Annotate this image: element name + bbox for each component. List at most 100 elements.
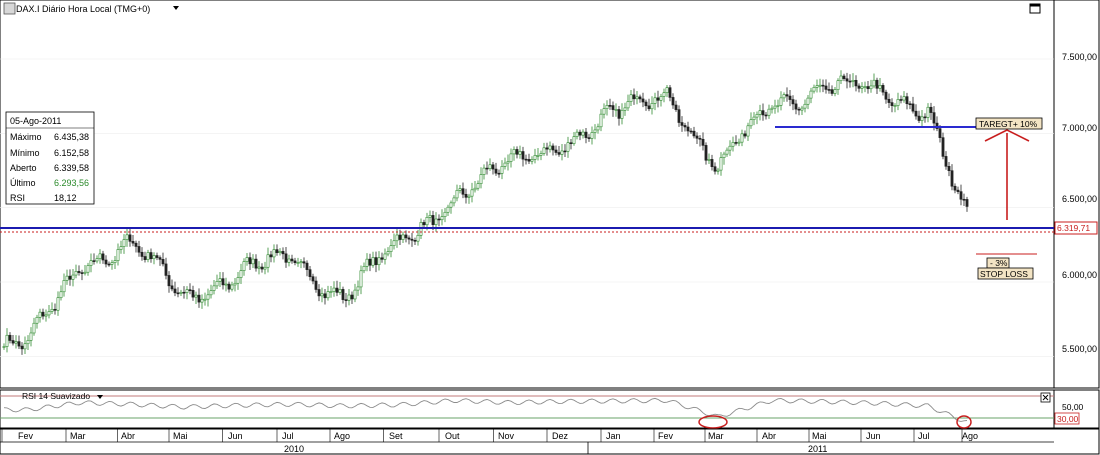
candle [284,247,288,268]
candle-body [266,254,270,268]
stop-loss-label: STOP LOSS [980,269,1028,279]
candle-body [824,85,828,90]
candle-body [494,168,498,174]
candle-body [608,105,612,107]
candle-body [11,340,15,344]
candle-body [242,261,246,271]
candle-body [50,308,54,312]
candle [734,135,738,146]
candle [194,291,198,304]
candle-body [542,147,546,154]
candle-body [881,85,885,93]
candle-body [722,153,726,158]
candle-body [902,96,906,101]
month-label: Set [389,431,403,441]
candle [260,263,264,273]
candle [866,80,870,94]
current-price-tag: 6.319,71 [1054,221,1098,235]
close-icon[interactable] [1040,392,1051,403]
candle-body [137,246,141,253]
candle-body [617,109,621,119]
info-value: 6.152,58 [54,148,89,158]
candle [767,104,771,119]
candle-body [788,95,792,100]
candle-body [128,234,132,242]
candle [926,103,930,123]
candle [851,73,855,88]
candle-body [656,97,660,101]
rsi-oversold-marker [698,415,728,429]
caret-down-icon[interactable] [173,6,179,10]
candle [599,109,603,132]
chart-header: DAX.I Diário Hora Local (TMG+0) [3,2,1041,15]
candle [8,332,12,344]
candle [317,284,321,302]
candle [524,154,528,165]
candle-body [302,261,306,264]
candle-body [446,206,450,213]
candle [470,182,474,203]
candle-body [584,131,588,138]
candle [521,146,525,167]
candle [833,86,837,97]
candle-body [140,251,144,257]
info-label: Mínimo [10,148,40,158]
candle-body [689,130,693,133]
candle-body [791,99,795,105]
candle [587,134,591,142]
candle [185,286,189,300]
price-panel[interactable] [0,0,1055,389]
candle [887,93,891,109]
candle-body [761,110,765,116]
candle-body [638,96,642,100]
candle [791,95,795,111]
candle [461,182,465,199]
candle-body [251,258,255,265]
candle [62,273,66,297]
candle-body [932,112,936,124]
candle-body [404,234,408,239]
month-label: Fev [18,431,34,441]
candle-body [92,260,96,262]
candle [236,272,240,290]
candle [452,195,456,207]
candle-body [602,108,606,115]
candle [119,240,123,254]
caret-down-icon[interactable] [97,395,103,399]
candle-body [698,137,702,140]
candle [164,257,168,280]
candle-body [218,278,222,282]
candle-body [320,293,324,297]
candle [269,250,273,263]
candle-body [956,189,960,192]
candle [563,144,567,157]
candle [596,123,600,134]
candle-body [842,75,846,80]
chart-window-icon[interactable] [3,2,16,15]
candle-body [803,103,807,109]
candlestick-series [2,70,969,355]
candle [383,248,387,265]
candle [845,72,849,89]
candle-body [959,191,963,200]
candle-body [746,125,750,137]
candle [95,255,99,264]
candle-body [800,107,804,111]
candle-body [692,130,696,137]
candle-body [437,218,441,221]
candle-body [308,269,312,277]
candle [698,135,702,147]
candle [545,142,549,156]
candle-body [227,283,231,290]
month-label: Dez [552,431,569,441]
candle [302,257,306,268]
candle [353,283,357,303]
info-panel: 05-Ago-2011 Máximo 6.435,38 Mínimo 6.152… [5,111,95,205]
candle [677,105,681,127]
candle-body [962,198,966,201]
candle [641,92,645,108]
candle [359,265,363,295]
candle-body [884,91,888,100]
candle [821,79,825,93]
candle-body [605,105,609,109]
